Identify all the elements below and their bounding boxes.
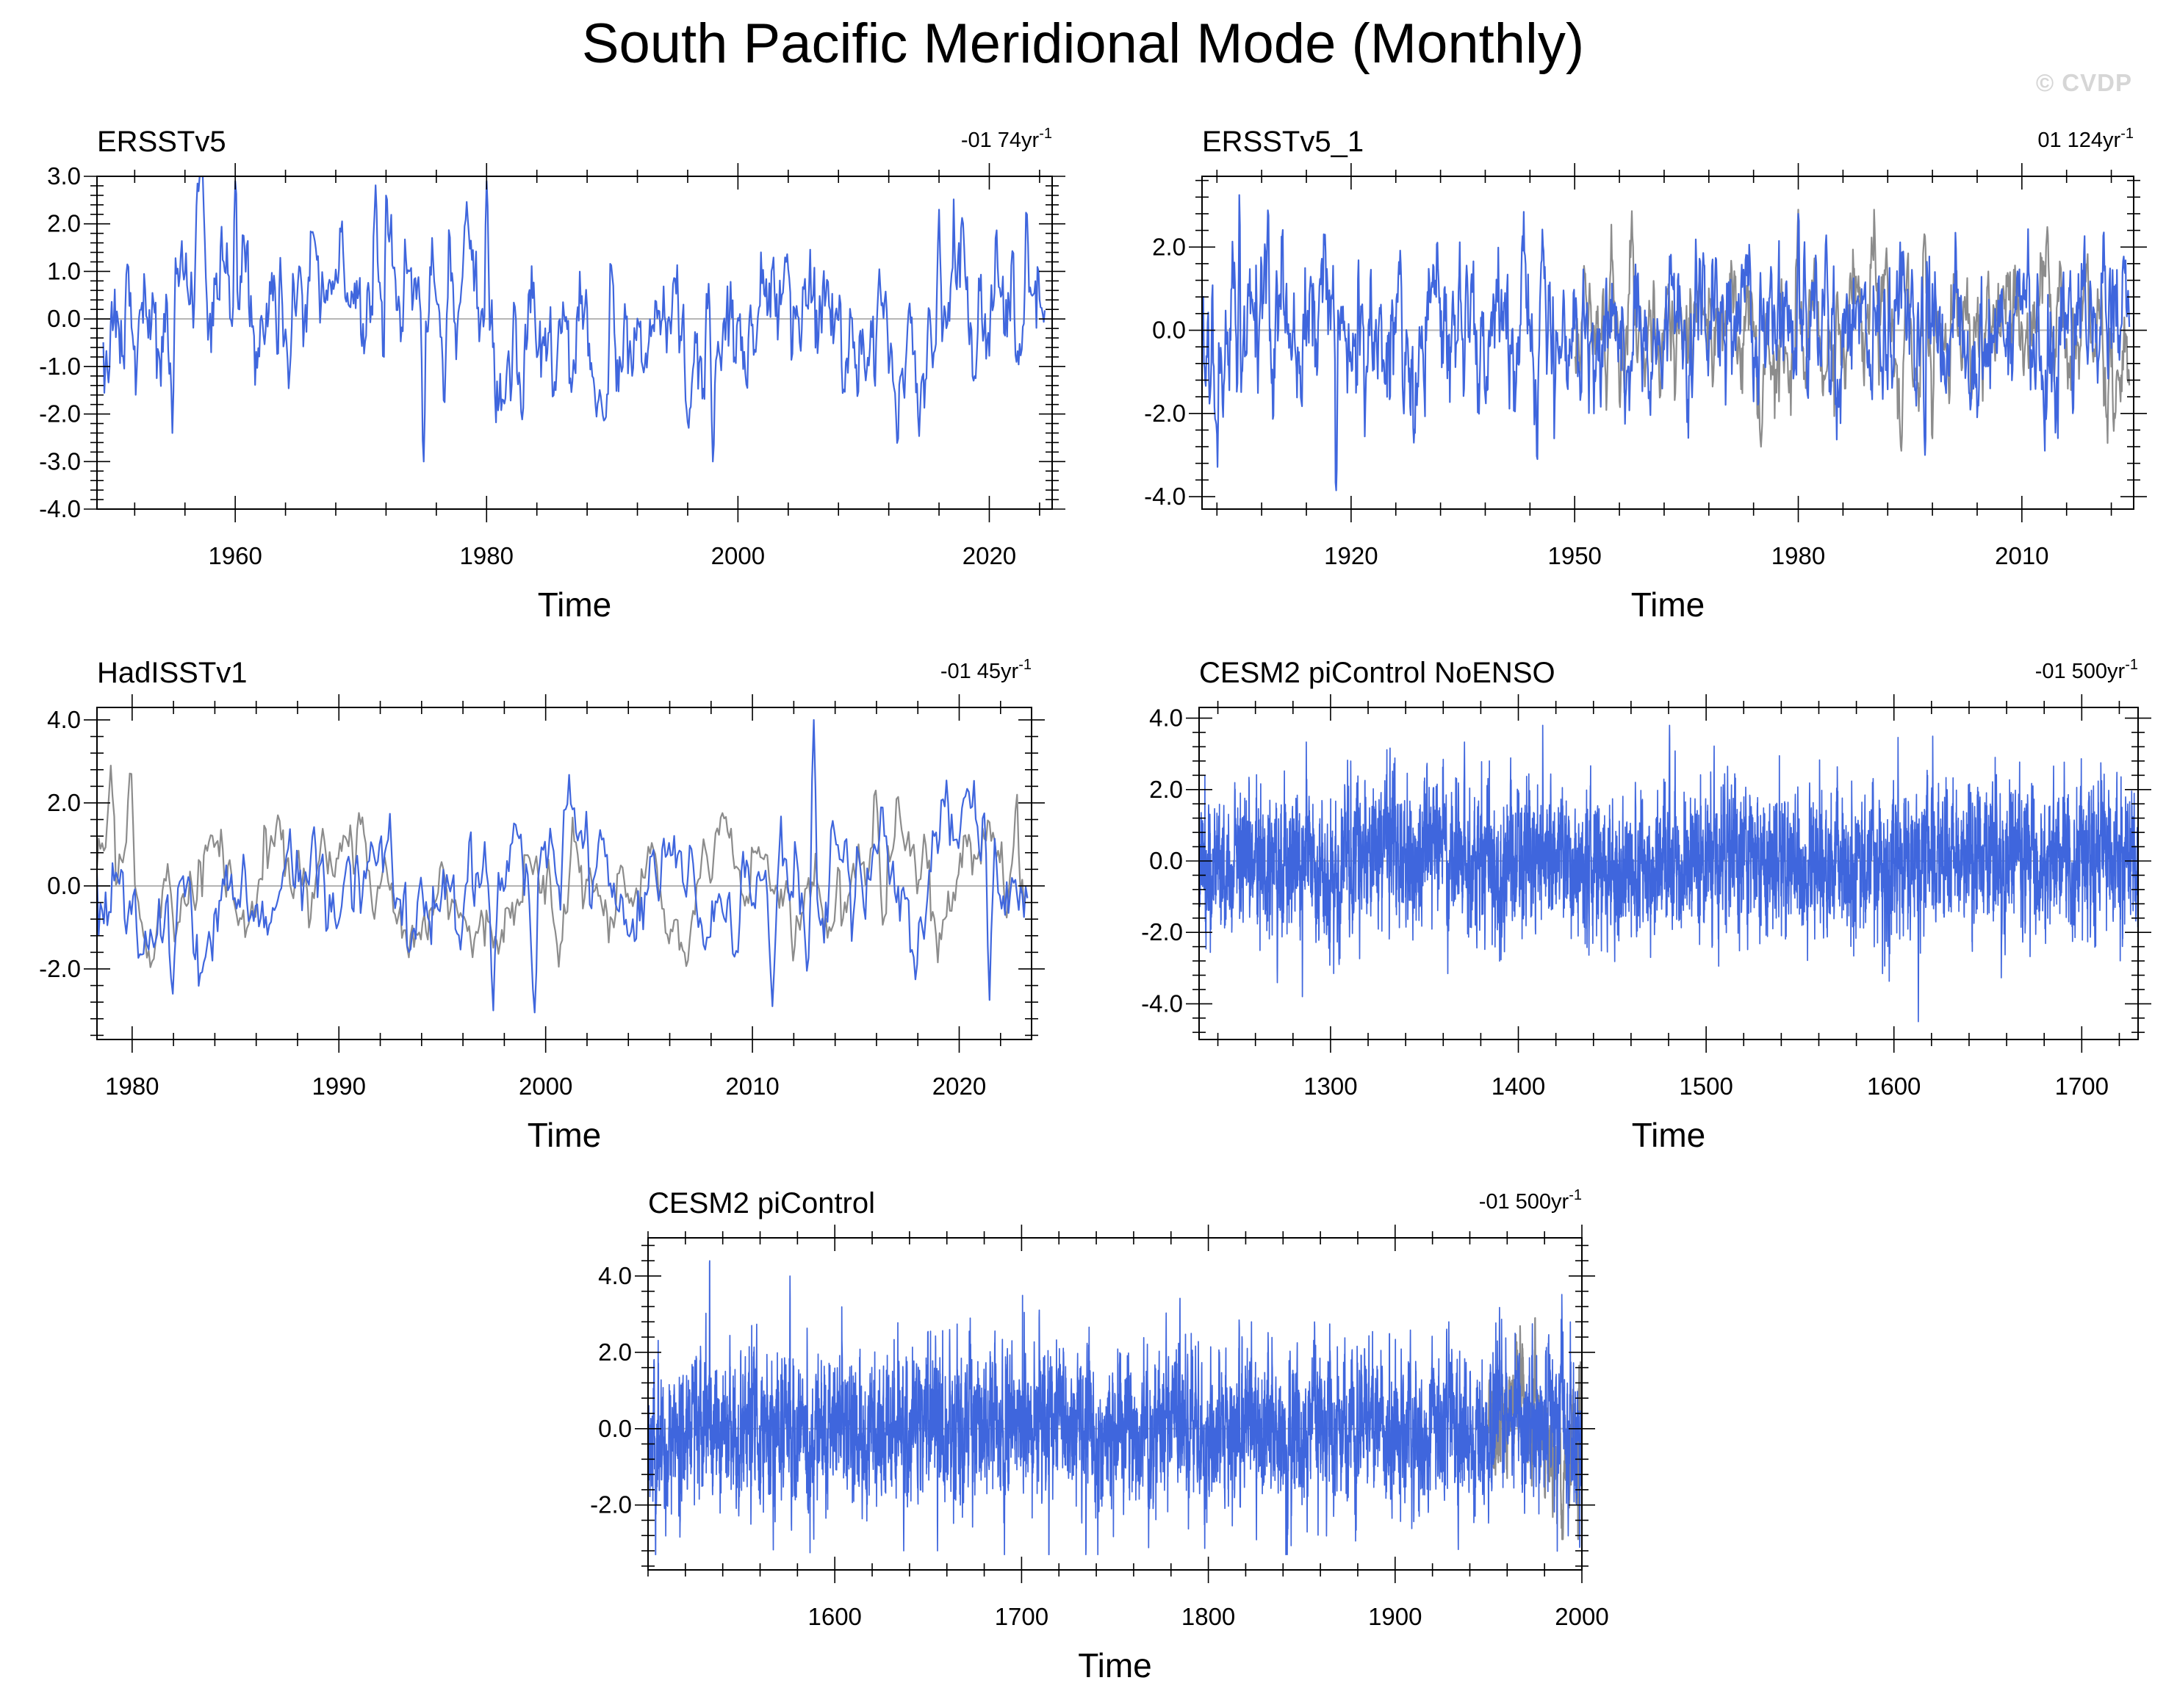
x-tick-label: 2010 [725, 1073, 779, 1100]
panel-1: 3.0 2.0 1.0 0.0 -1.0 -2.0 -3.0 -4.0 1960 1980 2000… [39, 126, 1065, 624]
x-tick-label: 1600 [807, 1603, 861, 1630]
y-tick-label: 2.0 [1149, 776, 1183, 803]
y-tick-label: -3.0 [39, 447, 81, 475]
y-tick-label: 4.0 [1149, 705, 1183, 732]
y-tick-label: -1.0 [39, 353, 81, 380]
y-tick-label: -2.0 [1141, 918, 1183, 945]
x-tick-label: 2010 [1995, 542, 2048, 569]
x-axis-label: Time [538, 585, 612, 624]
y-tick-label: 0.0 [1152, 317, 1186, 344]
series-line [648, 1260, 1582, 1556]
y-tick-label: 4.0 [47, 706, 81, 733]
panel-title: HadISSTv1 [97, 657, 248, 689]
x-tick-label: 1400 [1492, 1073, 1545, 1100]
x-tick-label: 1950 [1547, 542, 1601, 569]
trend-label: -01 74yr-1 [961, 126, 1052, 152]
y-tick-label: 0.0 [1149, 847, 1183, 874]
x-axis-label: Time [1078, 1646, 1152, 1684]
plot-frame [1201, 176, 2134, 510]
panel-title: CESM2 piControl [648, 1187, 875, 1219]
x-tick-label: 1700 [995, 1603, 1048, 1630]
series-line [102, 176, 1046, 463]
x-axis-label: Time [528, 1116, 602, 1154]
x-tick-label: 1500 [1679, 1073, 1733, 1100]
x-axis-label: Time [1632, 1116, 1706, 1154]
x-tick-label: 2000 [711, 542, 765, 569]
x-tick-label: 1980 [460, 542, 514, 569]
y-tick-label: 1.0 [47, 257, 81, 284]
reference-series-line [97, 765, 1029, 968]
y-tick-label: -4.0 [1144, 483, 1186, 510]
trend-label: -01 45yr-1 [940, 657, 1032, 683]
x-tick-label: 1800 [1181, 1603, 1235, 1630]
x-tick-label: 1300 [1303, 1073, 1357, 1100]
panel-2: 2.0 0.0 -2.0 -4.0 1920 1950 1980 2010 Time ERSSTv… [1144, 126, 2147, 624]
y-tick-label: -2.0 [39, 400, 81, 428]
y-tick-label: 0.0 [47, 872, 81, 899]
y-tick-label: 2.0 [598, 1338, 632, 1366]
plot-frame [96, 176, 1053, 510]
x-tick-label: 1980 [105, 1073, 159, 1100]
panel-5: 4.0 2.0 0.0 -2.0 1600 1700 1800 1900 2000 Time CES… [590, 1187, 1609, 1684]
trend-label: 01 124yr-1 [2037, 126, 2134, 152]
x-tick-label: 1980 [1771, 542, 1825, 569]
y-tick-label: -4.0 [1141, 990, 1183, 1017]
y-tick-label: 0.0 [598, 1415, 632, 1442]
panel-4: 4.0 2.0 0.0 -2.0 -4.0 1300 1400 1500 1600 1700 Tim… [1141, 657, 2151, 1154]
x-tick-label: 1990 [312, 1073, 366, 1100]
panel-3: 4.0 2.0 0.0 -2.0 1980 1990 2000 2010 2020 Time Had… [39, 657, 1045, 1154]
x-tick-label: 2000 [519, 1073, 572, 1100]
plot-frame [96, 707, 1032, 1040]
x-tick-label: 1600 [1867, 1073, 1921, 1100]
y-tick-label: 0.0 [47, 305, 81, 332]
x-tick-label: 1960 [208, 542, 262, 569]
y-tick-label: 2.0 [47, 210, 81, 237]
x-tick-label: 1920 [1324, 542, 1378, 569]
y-tick-label: 2.0 [1152, 233, 1186, 260]
panel-title: CESM2 piControl NoENSO [1199, 657, 1555, 689]
y-tick-label: -4.0 [39, 495, 81, 522]
y-tick-label: 3.0 [47, 162, 81, 190]
y-tick-label: 4.0 [598, 1262, 632, 1289]
x-tick-label: 2020 [932, 1073, 986, 1100]
panel-title: ERSSTv5_1 [1202, 126, 1364, 158]
plot-frame [647, 1237, 1583, 1571]
x-tick-label: 2020 [963, 542, 1016, 569]
x-axis-label: Time [1631, 585, 1705, 624]
series-line [97, 718, 1029, 1014]
series-line [1199, 724, 2138, 1023]
panel-title: ERSSTv5 [97, 126, 226, 158]
x-tick-label: 2000 [1555, 1603, 1608, 1630]
trend-label: -01 500yr-1 [2035, 657, 2138, 683]
x-tick-label: 1700 [2055, 1073, 2109, 1100]
y-tick-label: -2.0 [1144, 400, 1186, 427]
trend-label: -01 500yr-1 [1479, 1187, 1582, 1214]
page-title: South Pacific Meridional Mode (Monthly) [581, 12, 1585, 75]
y-tick-label: -2.0 [39, 955, 81, 982]
y-tick-label: -2.0 [590, 1491, 632, 1518]
watermark: © CVDP [2035, 69, 2132, 96]
y-tick-label: 2.0 [47, 789, 81, 816]
x-tick-label: 1900 [1368, 1603, 1422, 1630]
series-line [1202, 194, 2131, 491]
